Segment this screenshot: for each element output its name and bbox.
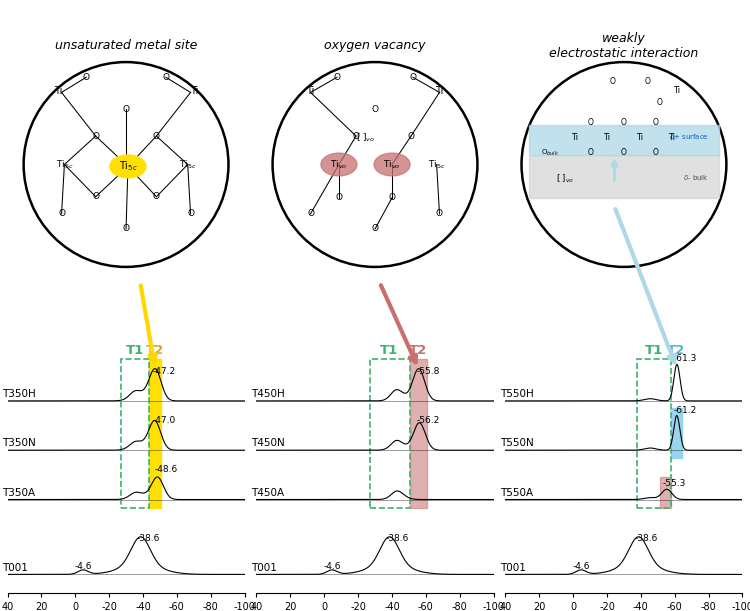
Text: Ti$_{5c}$: Ti$_{5c}$ — [179, 158, 196, 170]
Text: -38.6: -38.6 — [635, 535, 658, 543]
Text: O$_{bulk}$: O$_{bulk}$ — [541, 148, 559, 158]
Text: O: O — [82, 73, 90, 82]
Text: T550H: T550H — [500, 389, 534, 399]
Text: Ti$_{5c}$: Ti$_{5c}$ — [118, 159, 137, 174]
Text: T450H: T450H — [251, 389, 285, 399]
Text: T001: T001 — [500, 563, 526, 573]
Bar — [529, 155, 718, 198]
Text: -47.0: -47.0 — [152, 416, 176, 425]
Text: O: O — [588, 148, 594, 156]
Text: -4.6: -4.6 — [572, 562, 590, 571]
Text: T350N: T350N — [2, 438, 36, 448]
Text: unsaturated metal site: unsaturated metal site — [55, 40, 197, 53]
Text: -55.8: -55.8 — [416, 367, 440, 376]
Text: T001: T001 — [2, 563, 28, 573]
Text: -4.6: -4.6 — [323, 562, 340, 571]
Text: Ti$_{5c}$: Ti$_{5c}$ — [56, 158, 74, 170]
Text: O: O — [58, 210, 65, 218]
Text: O: O — [153, 131, 160, 141]
Text: T001: T001 — [251, 563, 278, 573]
Ellipse shape — [321, 153, 357, 176]
Text: O: O — [645, 76, 650, 86]
Text: O: O — [371, 105, 379, 114]
Text: O: O — [388, 193, 395, 202]
Text: O: O — [163, 73, 170, 82]
Text: weakly
electrostatic interaction: weakly electrostatic interaction — [549, 32, 698, 60]
Text: O: O — [122, 224, 130, 233]
Text: -47.2: -47.2 — [153, 367, 176, 376]
Text: O: O — [307, 210, 314, 218]
Text: T350A: T350A — [2, 488, 35, 498]
Text: Ti$_{5c}$: Ti$_{5c}$ — [427, 158, 445, 170]
Text: T2: T2 — [409, 343, 428, 357]
Text: -4.6: -4.6 — [74, 562, 92, 571]
Text: O: O — [652, 148, 658, 156]
Text: Ti: Ti — [53, 86, 62, 95]
Ellipse shape — [374, 153, 410, 176]
Text: O: O — [187, 210, 194, 218]
Text: T2: T2 — [146, 343, 164, 357]
Text: Ti$_{vo}$: Ti$_{vo}$ — [330, 158, 348, 170]
Text: T2: T2 — [668, 343, 686, 357]
Text: Ti: Ti — [603, 133, 610, 142]
Text: T450A: T450A — [251, 488, 284, 498]
Bar — [121, 359, 149, 508]
Text: T1: T1 — [380, 343, 398, 357]
Text: O: O — [621, 148, 627, 156]
Text: T550N: T550N — [500, 438, 534, 448]
Text: Ti: Ti — [190, 86, 199, 95]
Ellipse shape — [110, 155, 146, 178]
Bar — [670, 408, 682, 458]
Text: O: O — [588, 119, 594, 127]
Text: Ti: Ti — [571, 133, 578, 142]
Text: T450N: T450N — [251, 438, 285, 448]
Text: Ti: Ti — [306, 86, 315, 95]
Text: -61.3: -61.3 — [673, 354, 697, 363]
Text: O: O — [657, 98, 663, 108]
Text: O: O — [436, 210, 443, 218]
Text: O: O — [652, 119, 658, 127]
Text: O: O — [410, 73, 416, 82]
Text: T1: T1 — [126, 343, 145, 357]
Text: -61.2: -61.2 — [673, 406, 696, 415]
Bar — [638, 359, 670, 508]
Text: Ti: Ti — [435, 86, 444, 95]
Text: -38.6: -38.6 — [386, 535, 410, 543]
Text: -56.2: -56.2 — [417, 416, 440, 425]
Text: O: O — [122, 105, 130, 114]
Text: O: O — [92, 192, 99, 201]
Text: Ti: Ti — [668, 133, 675, 142]
Text: O: O — [352, 131, 359, 141]
Bar — [529, 125, 718, 155]
Text: O: O — [610, 76, 616, 86]
Text: -55.3: -55.3 — [663, 478, 686, 488]
Text: Ti: Ti — [673, 86, 680, 95]
Bar — [410, 359, 427, 508]
Text: -38.6: -38.6 — [137, 535, 160, 543]
Text: [ ]$_{vo}$: [ ]$_{vo}$ — [556, 172, 574, 185]
Text: O: O — [153, 192, 160, 201]
Text: T550A: T550A — [500, 488, 533, 498]
Text: O: O — [407, 131, 415, 141]
Bar — [660, 477, 670, 508]
Text: O: O — [371, 224, 379, 233]
Text: [ ]$_{vo}$: [ ]$_{vo}$ — [356, 132, 375, 144]
Text: -48.6: -48.6 — [155, 466, 178, 474]
Text: T350H: T350H — [2, 389, 36, 399]
Text: $\delta$+ surface: $\delta$+ surface — [670, 131, 710, 141]
Text: O: O — [92, 131, 99, 141]
Bar — [370, 359, 410, 508]
Text: T1: T1 — [644, 343, 663, 357]
Text: Ti: Ti — [635, 133, 643, 142]
Text: oxygen vacancy: oxygen vacancy — [324, 40, 426, 53]
Text: Ti$_{vo}$: Ti$_{vo}$ — [383, 158, 400, 170]
Text: O: O — [621, 119, 627, 127]
Bar — [149, 359, 160, 508]
Text: O: O — [334, 73, 340, 82]
Text: O: O — [335, 193, 343, 202]
Text: $\delta$- bulk: $\delta$- bulk — [683, 174, 709, 182]
